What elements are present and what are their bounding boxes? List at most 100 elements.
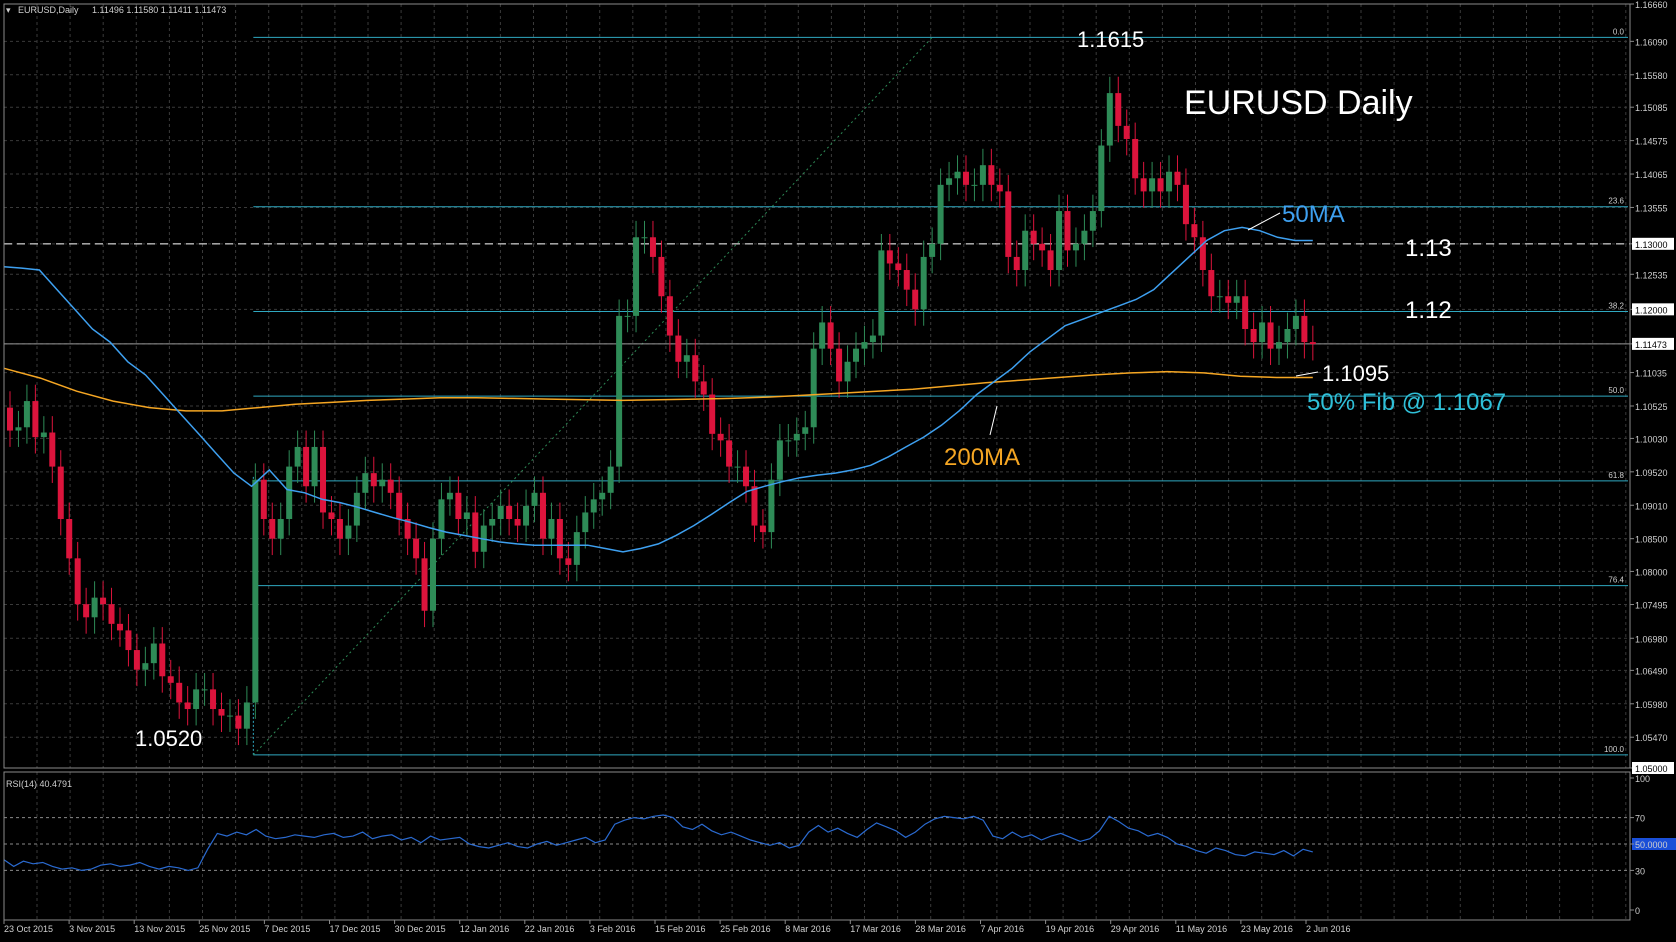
candle-body	[294, 446, 301, 467]
candle-body	[1047, 250, 1054, 271]
candle-body	[793, 433, 800, 441]
price-axis-label: 1.12000	[1635, 305, 1668, 315]
symbol-label: EURUSD,Daily	[18, 5, 79, 15]
rsi-axis-label: 100	[1635, 774, 1650, 784]
price-axis-label: 1.05000	[1635, 764, 1668, 774]
candle-body	[1106, 93, 1113, 146]
price-axis-label: 1.08500	[1635, 535, 1668, 545]
candle-body	[514, 519, 521, 526]
candle-body	[810, 348, 817, 428]
time-axis-label: 23 May 2016	[1241, 924, 1293, 934]
rsi-panel-frame	[3, 771, 1631, 921]
price-axis-label: 1.08000	[1635, 567, 1668, 577]
candle-body	[573, 532, 580, 565]
candle-body	[717, 433, 724, 441]
candle-body	[125, 630, 132, 651]
candle-body	[700, 381, 707, 395]
time-axis-label: 25 Feb 2016	[720, 924, 771, 934]
price-axis-label: 1.11035	[1635, 369, 1667, 379]
price-axis-label: 1.09520	[1635, 468, 1668, 478]
candle-body	[40, 432, 47, 438]
price-axis-label: 1.06490	[1635, 666, 1668, 676]
candle-body	[201, 689, 208, 691]
candle-body	[666, 296, 673, 336]
candle-body	[286, 466, 293, 520]
candle-body	[74, 558, 81, 605]
candle-body	[387, 479, 394, 493]
candle-body	[1208, 270, 1215, 297]
candle-body	[937, 184, 944, 244]
candle-body	[235, 715, 242, 729]
candle-body	[776, 440, 783, 480]
candle-body	[150, 643, 157, 664]
candle-body	[853, 348, 859, 362]
time-axis-label: 22 Jan 2016	[525, 924, 575, 934]
chart-title: EURUSD Daily	[1184, 84, 1413, 122]
level-1-13-label: 1.13	[1405, 235, 1452, 262]
candle-body	[370, 473, 377, 487]
price-axis-label: 1.15085	[1635, 103, 1668, 113]
fib-level-label: 76.4	[1608, 576, 1624, 585]
time-axis-label: 15 Feb 2016	[655, 924, 706, 934]
price-axis-label: 1.16090	[1635, 37, 1668, 47]
candle-body	[243, 702, 250, 729]
price-panel-frame	[3, 3, 1631, 769]
price-axis-label: 1.05470	[1635, 733, 1668, 743]
candle-body	[869, 335, 876, 343]
price-axis-label: 1.10030	[1635, 434, 1668, 444]
candle-body	[1123, 125, 1130, 139]
time-axis-label: 11 May 2016	[1176, 924, 1227, 934]
candle-body	[920, 256, 927, 310]
candle-body	[895, 263, 902, 271]
candle-body	[1182, 184, 1189, 225]
candle-body	[1157, 178, 1164, 192]
candle-body	[353, 492, 360, 526]
candle-body	[311, 446, 318, 487]
candle-body	[210, 689, 217, 710]
candle-body	[506, 505, 513, 520]
candle-body	[556, 519, 563, 559]
candle-body	[827, 322, 834, 349]
candle-body	[1199, 237, 1206, 271]
candle-body	[1301, 315, 1308, 343]
chart-axes: 1.16660 1.16090 1.15580 1.15085 1.14575 1.140…	[3, 0, 1674, 934]
candle-body	[692, 355, 699, 382]
rsi-axis-label: 0	[1635, 906, 1640, 916]
candle-body	[116, 623, 123, 631]
candle-body	[802, 427, 809, 434]
candle-body	[929, 243, 936, 257]
candle-body	[1081, 230, 1088, 244]
candle-body	[946, 178, 953, 185]
time-axis-label: 29 Apr 2016	[1111, 924, 1160, 934]
candle-body	[658, 256, 665, 297]
candle-body	[1166, 171, 1173, 192]
time-axis-label: 3 Feb 2016	[590, 924, 636, 934]
candle-body	[328, 512, 335, 520]
header-menu-arrow[interactable]: ▾	[6, 5, 11, 15]
candle-body	[421, 558, 428, 611]
candlestick-series	[7, 76, 1316, 746]
price-axis-label: 1.15580	[1635, 71, 1668, 81]
time-axis-label: 12 Jan 2016	[460, 924, 510, 934]
time-axis-label: 30 Dec 2015	[395, 924, 446, 934]
candle-body	[903, 270, 910, 290]
candle-body	[768, 479, 775, 533]
candle-body	[472, 512, 479, 552]
candle-body	[446, 492, 453, 500]
candle-body	[1064, 211, 1071, 251]
candle-body	[548, 519, 555, 539]
candle-body	[167, 676, 174, 683]
candle-body	[633, 237, 640, 316]
candle-body	[616, 315, 623, 467]
price-axis-marker	[1632, 762, 1674, 774]
candle-body	[1216, 296, 1223, 298]
candle-body	[759, 525, 766, 533]
fib-level-label: 100.0	[1604, 745, 1625, 754]
candle-body	[1250, 328, 1257, 343]
rsi-line	[3, 814, 1313, 872]
candle-body	[1132, 138, 1139, 179]
candle-body	[413, 538, 420, 559]
